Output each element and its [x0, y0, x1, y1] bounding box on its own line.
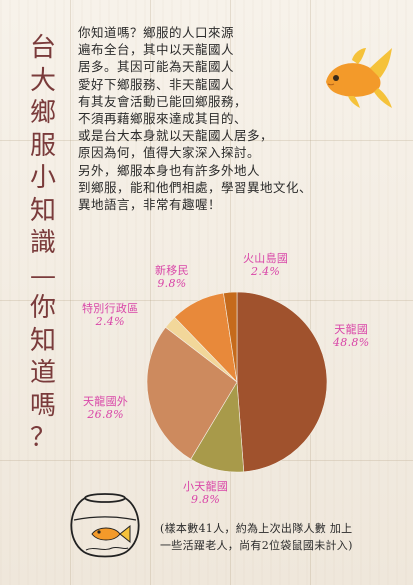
- paragraph-line: 原因為何，值得大家深入探討。: [78, 145, 261, 161]
- title-char: 服: [29, 130, 56, 161]
- slice-label-name: 天龍國: [334, 323, 369, 336]
- pie-slice-1: [236, 291, 328, 473]
- slice-label-percent: 9.8%: [191, 493, 221, 506]
- vertical-title: 台大鄉服小知識 — 你知道嗎？: [20, 32, 66, 455]
- sample-note: (樣本數41人，約為上次出隊人數 加上 一些活躍老人，尚有2位袋鼠國未計入): [160, 520, 400, 554]
- title-char: 小: [29, 163, 56, 193]
- note-line: 一些活躍老人，尚有2位袋鼠國未計入): [160, 539, 353, 552]
- label-slice-4: 特別行政區 2.4%: [82, 302, 139, 328]
- title-char: 識: [29, 228, 56, 258]
- label-slice-1: 天龍國 48.8%: [333, 323, 369, 349]
- paragraph-line: 不須再藉鄉服來達成其目的、: [78, 111, 248, 127]
- slice-label-name: 火山島國: [243, 252, 289, 265]
- title-char: —: [30, 260, 56, 291]
- label-slice-6: 火山島國 2.4%: [243, 252, 288, 278]
- grid-line: [70, 0, 71, 585]
- paragraph-line: 遍布全台，其中以天龍國人: [78, 42, 235, 58]
- title-char: 知: [29, 195, 56, 226]
- title-char: ？: [29, 423, 56, 453]
- grid-line: [150, 0, 151, 585]
- slice-label-name: 小天龍國: [183, 480, 229, 493]
- fishbowl-icon: [70, 493, 140, 558]
- title-char: 你: [29, 293, 56, 323]
- goldfish-icon: [326, 48, 392, 108]
- slice-label-percent: 48.8%: [333, 336, 370, 349]
- slice-label-percent: 2.4%: [251, 265, 281, 278]
- slice-label-name: 新移民: [155, 264, 189, 277]
- paragraph-line: 另外，鄉服本身也有許多外地人: [78, 162, 261, 178]
- label-slice-5: 新移民 9.8%: [155, 264, 189, 290]
- grid-line: [0, 140, 413, 141]
- slice-label-name: 特別行政區: [82, 302, 139, 315]
- grid-line: [310, 0, 311, 585]
- pie-slice-3: [146, 326, 238, 460]
- label-slice-2: 小天龍國 9.8%: [183, 480, 228, 506]
- intro-paragraph: 你知道嗎？鄉服的人口來源 遍布全台，其中以天龍國人 居多。其因可能為天龍國人 愛好下鄉…: [78, 24, 378, 213]
- paragraph-line: 或是台大本身就以天龍國人居多，: [78, 128, 274, 144]
- title-char: 道: [29, 358, 56, 388]
- slice-label-percent: 26.8%: [87, 408, 124, 421]
- title-char: 知: [29, 325, 56, 356]
- label-slice-3: 天龍國外 26.8%: [83, 395, 128, 421]
- slice-label-percent: 2.4%: [95, 315, 125, 328]
- title-char: 台: [29, 33, 56, 63]
- paragraph-line: 異地語言，非常有趣喔！: [78, 197, 222, 213]
- title-char: 鄉: [29, 98, 56, 128]
- paragraph-line: 到鄉服，能和他們相處，學習異地文化、: [78, 179, 313, 195]
- paragraph-line: 愛好下鄉服務、非天龍國人: [78, 76, 235, 92]
- paragraph-line: 有其友會活動已能回鄉服務，: [78, 93, 248, 109]
- pie-slice-6: [223, 291, 238, 383]
- title-char: 嗎: [29, 390, 56, 421]
- title-char: 大: [29, 65, 56, 96]
- slice-label-percent: 9.8%: [157, 277, 187, 290]
- paragraph-line: 居多。其因可能為天龍國人: [78, 59, 235, 75]
- note-line: (樣本數41人，約為上次出隊人數 加上: [160, 522, 353, 535]
- paragraph-line: 你知道嗎？鄉服的人口來源: [78, 25, 235, 40]
- slice-label-name: 天龍國外: [83, 395, 129, 408]
